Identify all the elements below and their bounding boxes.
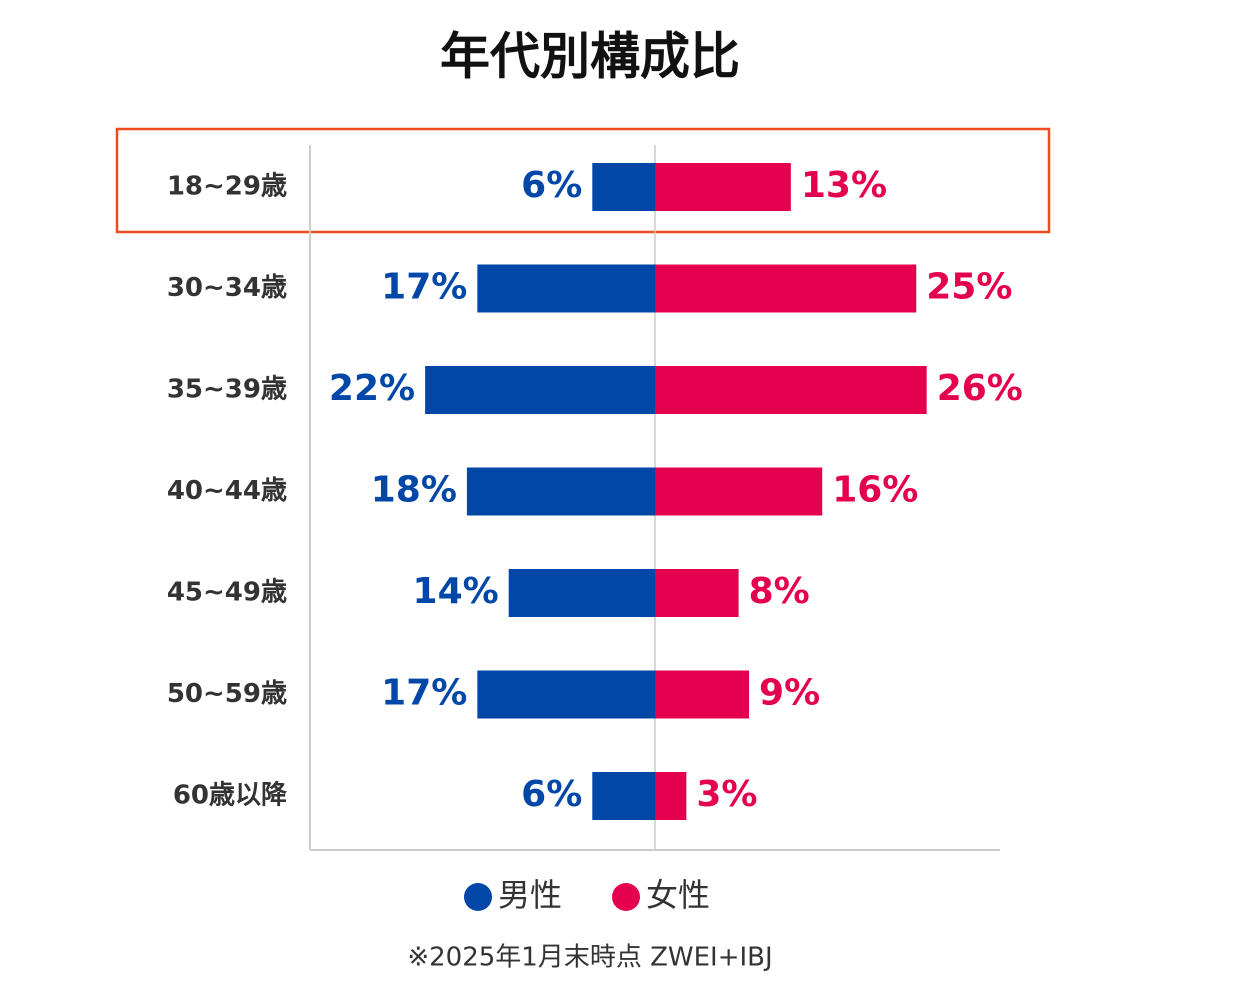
value-label: 6%: [521, 774, 582, 815]
value-label: 8%: [749, 571, 810, 612]
legend-label: 男性: [498, 876, 562, 914]
value-label: 17%: [381, 673, 467, 714]
bar: [655, 467, 823, 516]
value-label: 18%: [371, 470, 457, 511]
bar: [655, 772, 687, 820]
bar: [508, 569, 655, 617]
legend-label: 女性: [646, 876, 710, 914]
bar: [655, 163, 791, 211]
value-label: 25%: [926, 267, 1012, 308]
value-label: 3%: [696, 774, 757, 815]
highlight-box: [115, 127, 1051, 234]
bar: [655, 264, 917, 313]
value-label: 14%: [413, 571, 499, 612]
value-label: 16%: [832, 470, 918, 511]
bar: [466, 467, 655, 516]
value-label: 22%: [329, 368, 415, 409]
category-label: 50~59歳: [167, 679, 287, 709]
footnote: ※2025年1月末時点 ZWEI+IBJ: [407, 943, 772, 973]
value-label: 6%: [521, 165, 582, 206]
value-label: 17%: [381, 267, 467, 308]
bar: [592, 163, 655, 211]
category-label: 60歳以降: [173, 781, 288, 811]
value-label: 13%: [801, 165, 887, 206]
bar: [655, 670, 750, 719]
bar: [655, 569, 739, 617]
category-label: 18~29歳: [167, 172, 287, 202]
category-label: 35~39歳: [167, 375, 287, 405]
category-label: 30~34歳: [167, 273, 287, 303]
bar: [425, 366, 655, 414]
category-label: 40~44歳: [167, 476, 287, 506]
value-label: 26%: [937, 368, 1023, 409]
bar: [477, 670, 655, 719]
bar: [655, 366, 927, 414]
legend-marker: [612, 883, 640, 911]
legend-marker: [464, 883, 492, 911]
bar: [477, 264, 655, 313]
bar: [592, 772, 655, 820]
chart-title: 年代別構成比: [440, 28, 740, 86]
value-label: 9%: [759, 673, 820, 714]
category-label: 45~49歳: [167, 578, 287, 608]
